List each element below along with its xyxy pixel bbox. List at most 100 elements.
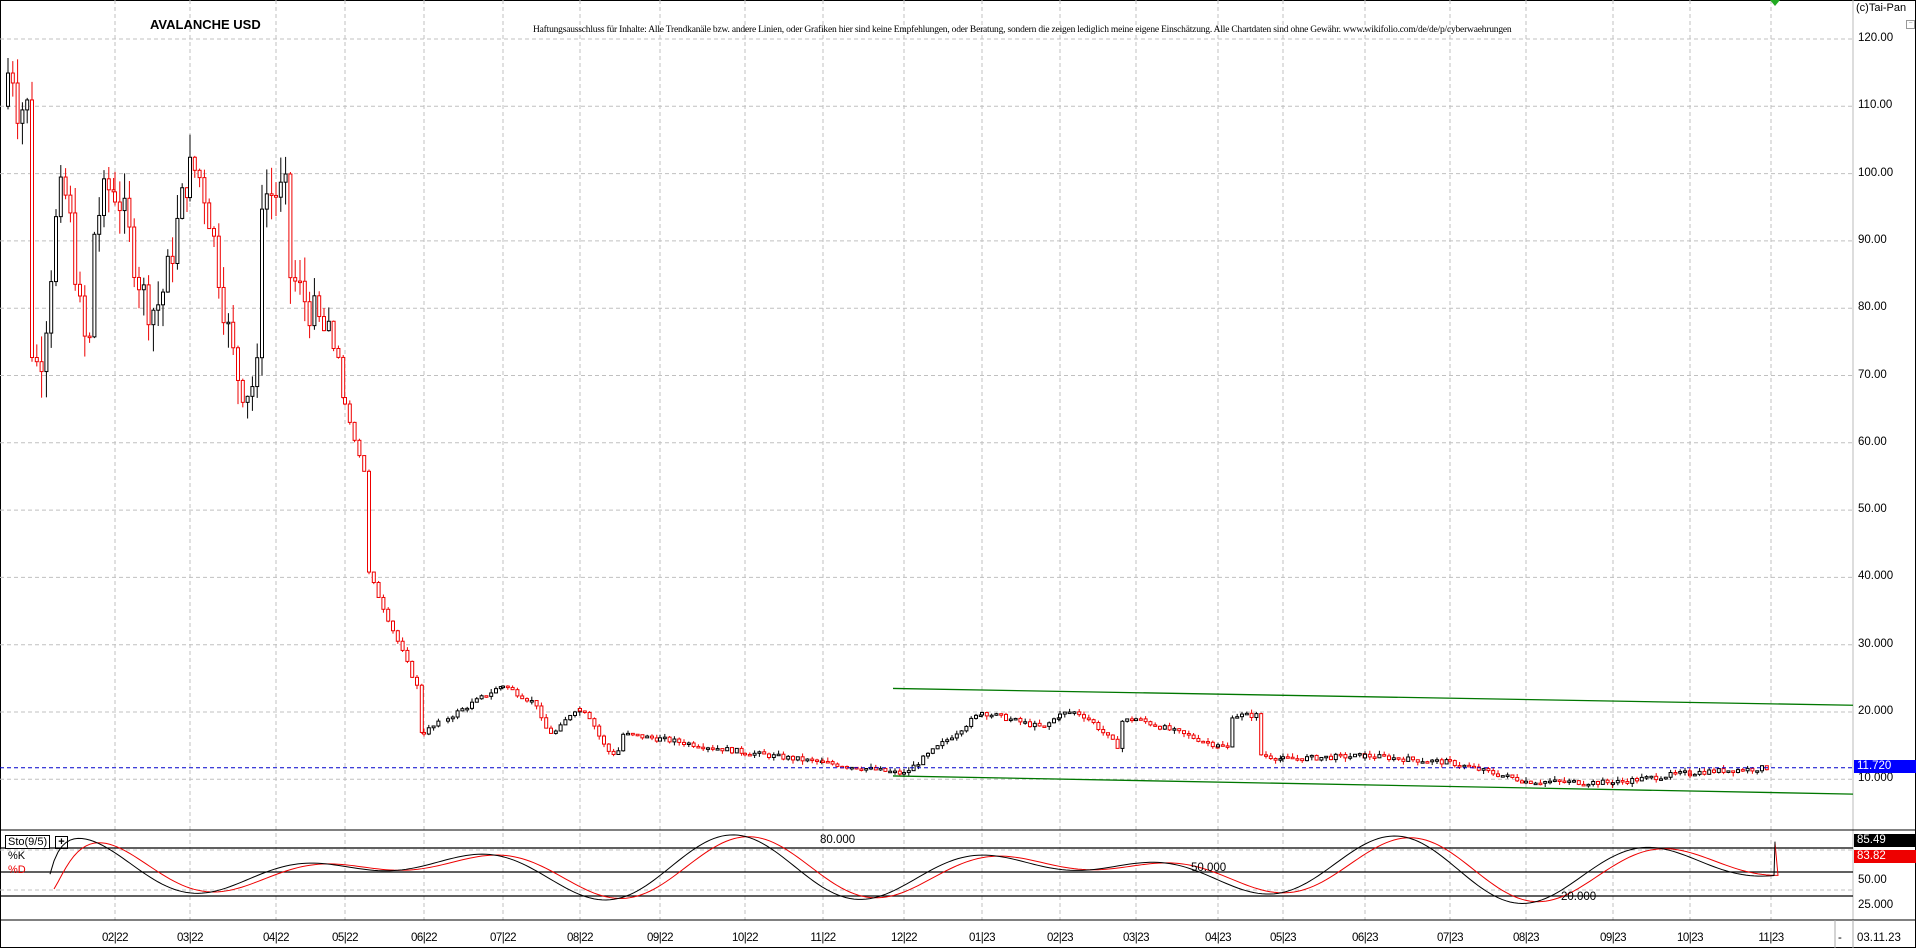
lower-trendline (892, 775, 1854, 795)
candle-body (964, 725, 969, 732)
disclaimer-text: Haftungsausschluss für Inhalte: Alle Tre… (533, 25, 1512, 35)
candle-body (888, 770, 893, 774)
candle-body (539, 705, 544, 719)
candle-body (1096, 722, 1101, 731)
candle-body (260, 208, 264, 359)
candle-body (415, 676, 419, 686)
indicator-axis-50: 50.00 (1858, 874, 1887, 886)
candle-body (188, 156, 192, 199)
candle-body (682, 741, 686, 745)
candle-body (1586, 783, 1591, 787)
candle-body (1314, 754, 1319, 761)
candle-body (568, 714, 573, 721)
candle-body (710, 747, 715, 750)
price-axis-label: 40.000 (1858, 570, 1894, 583)
candle-body (696, 745, 701, 749)
candle-body (747, 753, 752, 757)
candle-body (1663, 776, 1668, 780)
indicator-level-label: 20.000 (1561, 891, 1597, 903)
candle-body (1278, 758, 1283, 761)
candle-body (312, 295, 317, 327)
candle-body (269, 193, 274, 196)
candle-body (1130, 718, 1134, 722)
candle-body (989, 714, 994, 718)
candle-body (336, 348, 341, 358)
candle-body (1305, 756, 1309, 762)
candle-body (293, 277, 298, 282)
time-axis-label: 03|23 (1122, 932, 1150, 944)
d-value-tag: 83.82 (1854, 850, 1916, 863)
candle-body (1047, 722, 1052, 727)
scroll-button[interactable]: - (1838, 932, 1842, 944)
candle-body (1452, 760, 1457, 767)
candle-body (410, 660, 415, 678)
time-axis-label: 09|23 (1599, 932, 1627, 944)
candle-body (715, 748, 720, 751)
candle-body (216, 235, 221, 288)
candle-body (381, 596, 386, 610)
candle-body (1333, 753, 1338, 761)
candle-body (1644, 776, 1649, 779)
indicator-level-label: 50.000 (1191, 862, 1227, 874)
candle-body (212, 228, 216, 237)
candle-body (1439, 759, 1444, 765)
candle-body (436, 720, 441, 727)
minus-box-icon[interactable]: − (1906, 20, 1915, 29)
candle-body (781, 753, 786, 760)
candle-body (1615, 780, 1620, 784)
candle-body (1692, 773, 1697, 777)
candle-body (950, 737, 954, 741)
candle-body (1448, 759, 1452, 762)
candle-body (1013, 717, 1018, 721)
indicator-name[interactable]: Sto(9/5) (5, 835, 51, 849)
candle-body (1401, 758, 1406, 762)
candle-body (1177, 728, 1182, 732)
candle-body (362, 455, 367, 472)
candle-body (1702, 770, 1707, 775)
time-axis-label: 12|22 (890, 932, 918, 944)
candle-body (1037, 722, 1042, 727)
candle-body (1348, 756, 1353, 759)
time-axis-label: 10|22 (731, 932, 759, 944)
candle-body (1605, 779, 1610, 784)
candle-body (1101, 729, 1106, 734)
candle-body (68, 194, 73, 214)
candle-body (371, 571, 376, 584)
candle-body (930, 748, 935, 754)
candle-body (391, 620, 395, 632)
candle-body (1244, 712, 1249, 716)
candle-body (326, 320, 331, 332)
candle-body (73, 212, 78, 285)
candle-body (893, 770, 897, 774)
candle-body (1148, 721, 1153, 726)
candle-body (1182, 730, 1186, 735)
candle-body (1548, 780, 1552, 784)
candle-body (1268, 755, 1273, 760)
candle-body (1338, 753, 1343, 757)
candle-body (1125, 718, 1130, 722)
candle-body (1377, 754, 1382, 759)
candle-body (298, 280, 302, 284)
candle-body (422, 731, 426, 735)
candle-body (1411, 756, 1415, 761)
candle-body (1600, 779, 1605, 785)
candle-body (39, 361, 44, 373)
candle-body (1562, 780, 1567, 784)
time-axis-label: 06|23 (1351, 932, 1379, 944)
candle-body (1004, 713, 1008, 722)
candle-body (1639, 776, 1644, 782)
plus-box-icon[interactable]: + (55, 836, 68, 849)
candle-body (825, 760, 830, 764)
candle-body (1264, 754, 1268, 757)
candle-body (455, 710, 460, 718)
candle-body (1533, 782, 1538, 786)
candle-body (49, 281, 54, 334)
candle-body (573, 711, 577, 716)
candle-body (1018, 717, 1023, 723)
candle-body (1023, 721, 1028, 724)
candle-body (450, 716, 455, 720)
candle-body (245, 395, 250, 403)
candle-body (1552, 779, 1557, 782)
candle-body (1486, 768, 1491, 772)
